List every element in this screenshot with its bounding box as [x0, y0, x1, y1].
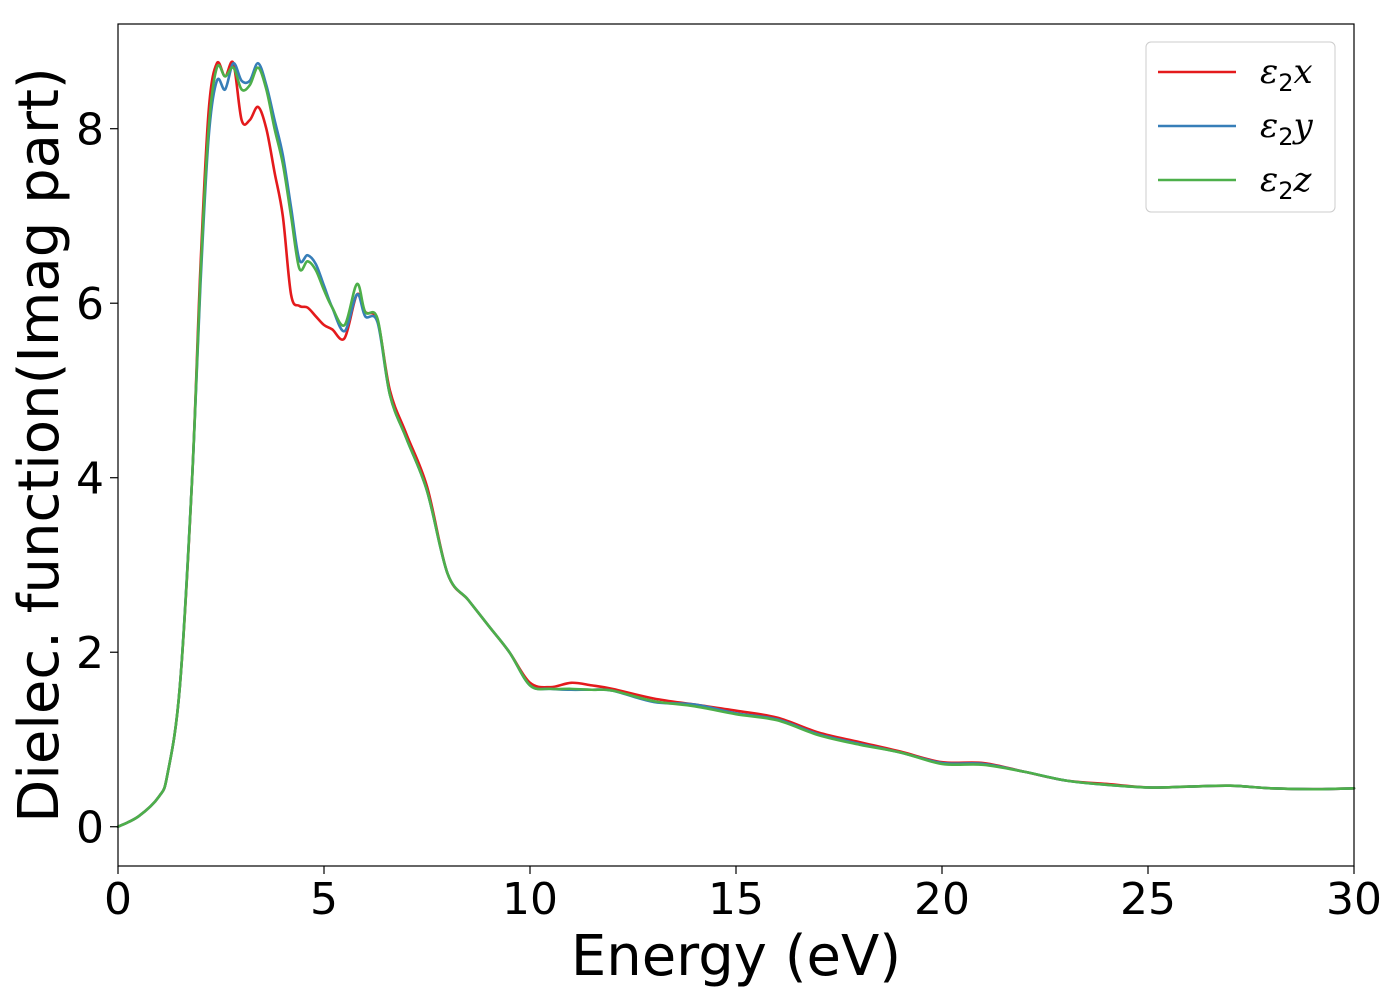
series-layer: [116, 60, 1356, 829]
legend-label-z: ε2z: [1260, 160, 1313, 205]
series-line-z: [116, 64, 1356, 829]
x-tick-label: 25: [1120, 874, 1176, 925]
x-axis-title: Energy (eV): [571, 924, 901, 989]
legend: ε2x ε2y ε2z: [1145, 41, 1336, 213]
x-tick-label: 10: [502, 874, 558, 925]
y-tick-label: 4: [76, 454, 104, 505]
x-tick-label: 30: [1326, 874, 1382, 925]
y-tick-label: 0: [76, 803, 104, 854]
x-tick-label: 0: [104, 874, 132, 925]
legend-label-x: ε2x: [1260, 52, 1313, 97]
x-tick-label: 20: [914, 874, 970, 925]
y-tick-label: 6: [76, 279, 104, 330]
x-tick-label: 5: [310, 874, 338, 925]
x-axis: 0 5 10 15 20 25 30: [104, 866, 1382, 925]
y-axis-title: Dielec. function(Imag part): [7, 67, 72, 823]
x-tick-label: 15: [708, 874, 764, 925]
legend-label-y: ε2y: [1260, 106, 1314, 151]
y-tick-label: 2: [76, 628, 104, 679]
y-axis: 0 2 4 6 8: [76, 105, 118, 854]
legend-box: [1145, 41, 1336, 213]
y-tick-label: 8: [76, 105, 104, 156]
